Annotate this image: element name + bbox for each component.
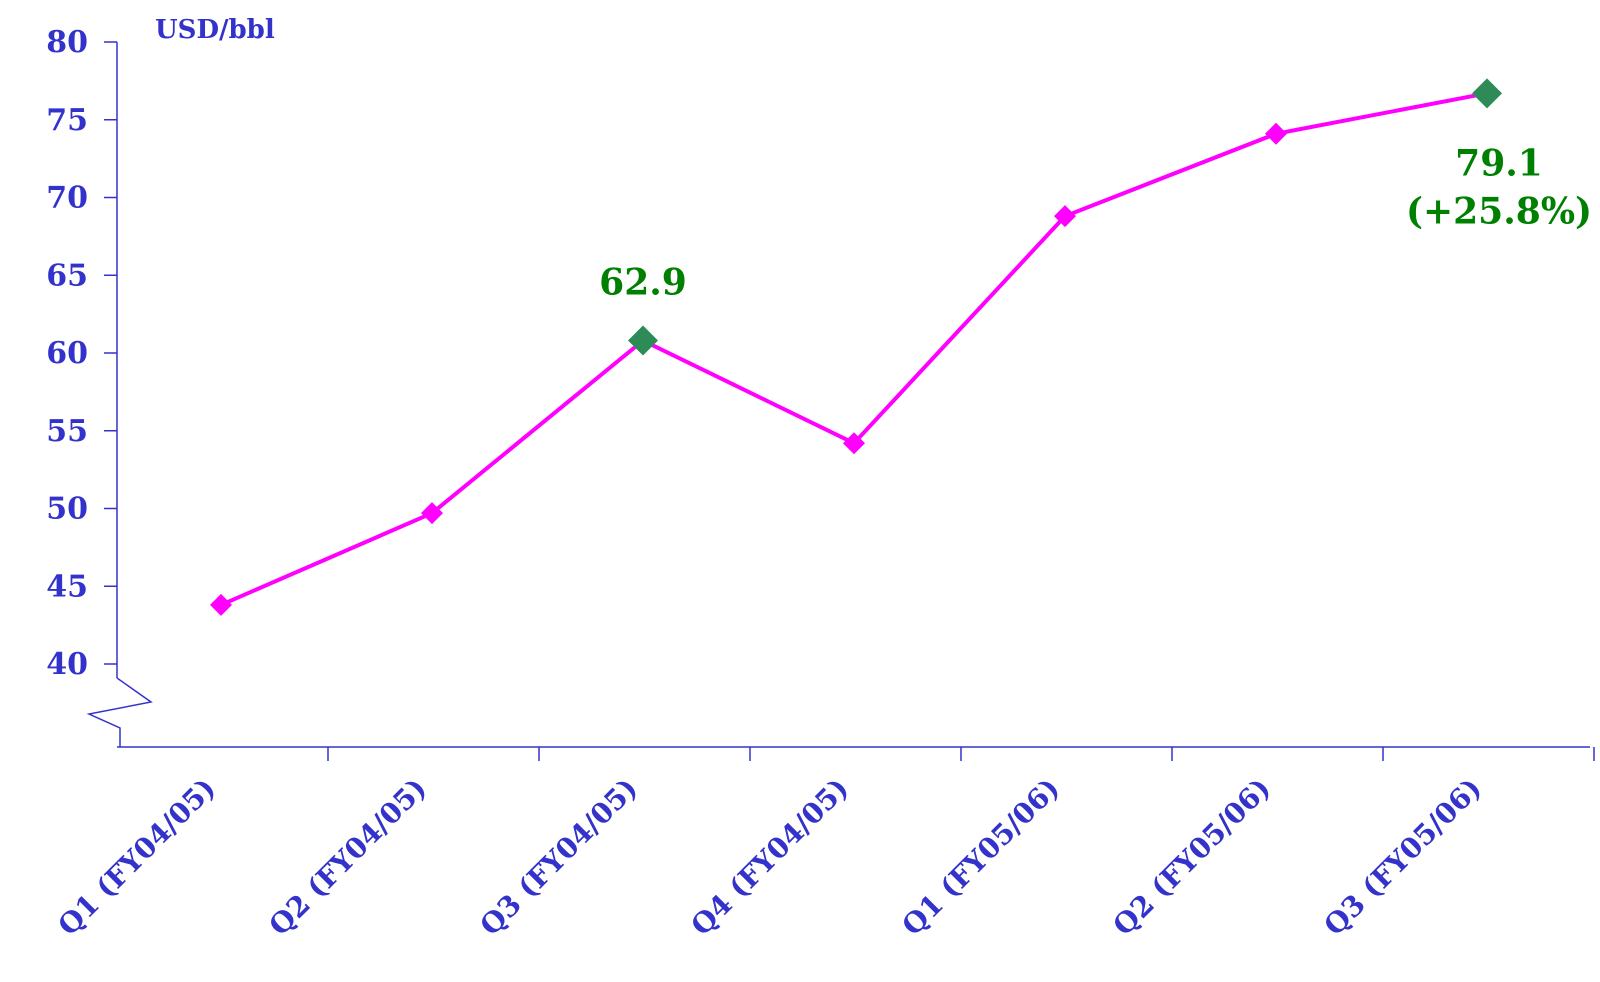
x-category-label: Q3 (FY05/06) xyxy=(1317,772,1488,943)
y-tick-label: 60 xyxy=(46,336,88,371)
x-category-label: Q2 (FY04/05) xyxy=(262,772,433,943)
y-tick-label: 70 xyxy=(46,181,88,216)
highlight-point-marker xyxy=(628,325,658,356)
data-point-marker xyxy=(1265,122,1287,145)
data-point-marker xyxy=(421,502,443,525)
y-tick-label: 80 xyxy=(46,25,88,60)
highlight-point-marker xyxy=(1472,78,1502,109)
y-unit-label: USD/bbl xyxy=(155,15,275,45)
data-point-marker xyxy=(843,432,865,455)
y-tick-label: 45 xyxy=(46,569,88,604)
series-line xyxy=(220,91,1488,607)
data-annotation: 79.1 xyxy=(1455,142,1543,184)
y-tick-label: 40 xyxy=(46,647,88,682)
data-point-marker xyxy=(1054,205,1076,228)
y-tick-label: 65 xyxy=(46,258,88,293)
x-category-label: Q4 (FY04/05) xyxy=(684,772,855,943)
y-tick-label: 50 xyxy=(46,492,88,527)
x-category-label: Q1 (FY04/05) xyxy=(51,772,222,943)
y-tick-label: 55 xyxy=(46,414,88,449)
x-category-label: Q1 (FY05/06) xyxy=(895,772,1066,943)
y-axis-break xyxy=(86,677,153,747)
data-point-marker xyxy=(210,593,232,616)
y-tick-label: 75 xyxy=(46,103,88,138)
data-annotation: (+25.8%) xyxy=(1406,190,1592,232)
x-category-label: Q2 (FY05/06) xyxy=(1106,772,1277,943)
x-category-label: Q3 (FY04/05) xyxy=(473,772,644,943)
data-annotation: 62.9 xyxy=(599,262,687,304)
